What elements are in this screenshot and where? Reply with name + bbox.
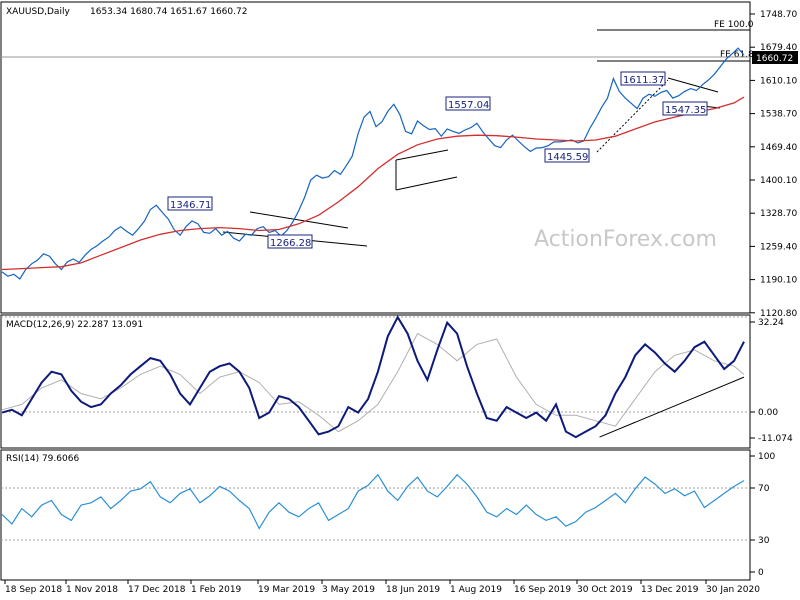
annotation-box (620, 71, 666, 86)
rsi-tick-label: 30 (758, 536, 770, 546)
flag-upper-line (395, 149, 449, 161)
x-tick-label: 18 Jun 2019 (386, 585, 440, 595)
price-tick-label: 1748.70 (760, 10, 797, 20)
ohlc-readout: 1653.34 1680.74 1651.67 1660.72 (90, 7, 247, 17)
x-tick-label: 1 Aug 2019 (450, 585, 502, 595)
annotation-label-low: 1266.28 (270, 238, 311, 249)
macd-series (1, 315, 745, 439)
x-tick-label: 18 Sep 2018 (5, 585, 62, 595)
watermark: ActionForex.com (534, 227, 717, 252)
price-tick-label: 1259.40 (760, 242, 797, 252)
price-annotations: 1346.71 1266.28 1557.04 1445.59 1611.37 1547.… (167, 71, 708, 249)
macd-label: MACD(12,26,9) 22.287 13.091 (6, 320, 143, 330)
macd-panel-frame (0, 314, 751, 449)
rsi-series (1, 473, 745, 530)
annotation-label-low: 1445.59 (547, 152, 588, 163)
fe618-label: FE 61.8 (720, 50, 754, 60)
annotation-label-high: 1611.37 (623, 75, 664, 86)
wedge-upper-line (667, 77, 719, 93)
rsi-label: RSI(14) 79.6066 (6, 454, 79, 464)
rsi-tick-label: 0 (758, 568, 764, 578)
price-tick-label: 1120.80 (760, 309, 797, 319)
price-tick-label: 1610.10 (760, 76, 797, 86)
x-tick-label: 1 Feb 2019 (191, 585, 242, 595)
annotation-box (167, 196, 213, 211)
x-tick-label: 16 Sep 2019 (514, 585, 571, 595)
macd-tick-label: -11.074 (758, 434, 793, 444)
price-series (1, 47, 745, 280)
current-price-label: 1660.72 (756, 54, 793, 64)
triangle-upper-line (249, 211, 349, 229)
rsi-tick-labels: 100 70 30 0 (750, 452, 775, 578)
annotation-label-high: 1557.04 (448, 100, 489, 111)
rsi-panel-frame (0, 449, 751, 581)
macd-tick-label: 0.00 (758, 408, 778, 418)
price-panel-frame (0, 1, 751, 314)
annotation-box (544, 148, 590, 163)
rsi-tick-label: 70 (758, 484, 770, 494)
price-tick-label: 1400.10 (760, 176, 797, 186)
fe100-label: FE 100.0 (714, 20, 754, 30)
price-tick-label: 1469.40 (760, 143, 797, 153)
price-tick-label: 1538.70 (760, 110, 797, 120)
annotation-box (267, 234, 313, 249)
x-tick-label: 1 Nov 2018 (66, 585, 118, 595)
flag-lower-line (395, 176, 458, 191)
annotation-box (662, 101, 708, 116)
macd-signal-series (1, 332, 745, 433)
x-tick-label: 3 May 2019 (322, 585, 375, 595)
price-tick-label: 1190.10 (760, 276, 797, 286)
moving-average-series (1, 96, 745, 271)
annotation-box (445, 96, 491, 111)
macd-tick-label: 32.24 (758, 318, 784, 328)
macd-tick-labels: 32.24 0.00 -11.074 (750, 318, 793, 444)
price-tick-label: 1328.70 (760, 209, 797, 219)
current-price-box (752, 51, 798, 64)
chart-title: XAUUSD,Daily (6, 7, 70, 17)
x-tick-label: 17 Dec 2018 (128, 585, 186, 595)
projection-line (596, 79, 669, 153)
price-y-tick-labels: 1748.70 1679.40 1610.10 1538.70 1469.40 1400.… (750, 10, 797, 319)
annotation-label-high: 1346.71 (170, 200, 211, 211)
x-tick-label: 19 Mar 2019 (258, 585, 315, 595)
x-tick-label: 13 Dec 2019 (641, 585, 699, 595)
rsi-tick-label: 100 (758, 452, 775, 462)
annotation-label-low: 1547.35 (665, 105, 706, 116)
price-tick-label: 1679.40 (760, 43, 797, 53)
x-tick-label: 30 Oct 2019 (577, 585, 633, 595)
x-axis-tick-labels: 18 Sep 2018 1 Nov 2018 17 Dec 2018 1 Feb 20… (4, 580, 760, 595)
x-tick-label: 30 Jan 2020 (706, 585, 760, 595)
macd-trendline (599, 376, 745, 438)
